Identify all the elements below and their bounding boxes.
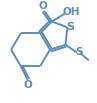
Text: OH: OH <box>62 7 80 17</box>
Text: O: O <box>38 1 47 11</box>
Text: S: S <box>66 22 74 32</box>
Text: O: O <box>23 80 32 90</box>
Text: S: S <box>75 47 82 57</box>
